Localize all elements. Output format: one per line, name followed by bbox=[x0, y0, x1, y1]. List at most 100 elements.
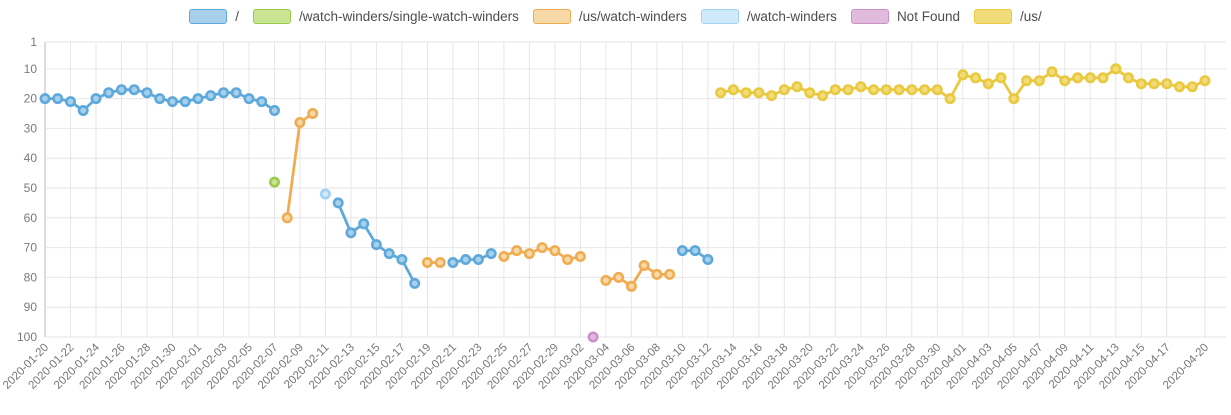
data-point-slash[interactable] bbox=[167, 96, 179, 108]
data-point-us[interactable] bbox=[957, 69, 969, 81]
data-point-us[interactable] bbox=[1123, 72, 1135, 84]
data-point-us-watch-winders[interactable] bbox=[638, 259, 650, 271]
data-point-slash[interactable] bbox=[77, 105, 89, 117]
data-point-slash[interactable] bbox=[90, 93, 102, 105]
legend-item-us-watch-winders[interactable]: /us/watch-winders bbox=[532, 9, 687, 24]
data-point-us[interactable] bbox=[931, 84, 943, 96]
data-point-us[interactable] bbox=[1097, 72, 1109, 84]
data-point-slash[interactable] bbox=[52, 93, 64, 105]
data-point-us-watch-winders[interactable] bbox=[549, 245, 561, 257]
data-point-us[interactable] bbox=[1174, 81, 1186, 93]
data-point-slash[interactable] bbox=[702, 254, 714, 266]
y-tick-label: 50 bbox=[24, 181, 38, 195]
data-point-us[interactable] bbox=[778, 84, 790, 96]
data-point-us[interactable] bbox=[1161, 78, 1173, 90]
data-point-us-watch-winders[interactable] bbox=[574, 251, 586, 263]
data-point-slash[interactable] bbox=[243, 93, 255, 105]
data-point-us[interactable] bbox=[880, 84, 892, 96]
data-point-slash[interactable] bbox=[345, 227, 357, 239]
data-point-slash[interactable] bbox=[65, 96, 77, 108]
data-point-us[interactable] bbox=[766, 90, 778, 102]
data-point-us[interactable] bbox=[753, 87, 765, 99]
data-point-us[interactable] bbox=[1072, 72, 1084, 84]
data-point-us[interactable] bbox=[919, 84, 931, 96]
data-point-slash[interactable] bbox=[103, 87, 115, 99]
data-point-us-watch-winders[interactable] bbox=[536, 242, 548, 254]
data-point-us[interactable] bbox=[727, 84, 739, 96]
data-point-slash[interactable] bbox=[472, 254, 484, 266]
data-point-slash[interactable] bbox=[676, 245, 688, 257]
data-point-slash[interactable] bbox=[192, 93, 204, 105]
data-point-slash[interactable] bbox=[460, 254, 472, 266]
data-point-us[interactable] bbox=[1199, 75, 1211, 87]
data-point-us[interactable] bbox=[715, 87, 727, 99]
data-point-slash[interactable] bbox=[154, 93, 166, 105]
data-point-us[interactable] bbox=[906, 84, 918, 96]
data-point-us[interactable] bbox=[1135, 78, 1147, 90]
data-point-single-watch-winders[interactable] bbox=[268, 176, 280, 188]
data-point-us[interactable] bbox=[944, 93, 956, 105]
data-point-us[interactable] bbox=[1186, 81, 1198, 93]
data-point-us[interactable] bbox=[982, 78, 994, 90]
data-point-slash[interactable] bbox=[141, 87, 153, 99]
data-point-watch-winders[interactable] bbox=[319, 188, 331, 200]
data-point-slash[interactable] bbox=[268, 105, 280, 117]
data-point-us-watch-winders[interactable] bbox=[664, 268, 676, 280]
data-point-us[interactable] bbox=[817, 90, 829, 102]
data-point-us[interactable] bbox=[829, 84, 841, 96]
data-point-slash[interactable] bbox=[689, 245, 701, 257]
legend-item-slash[interactable]: / bbox=[189, 9, 239, 24]
data-point-us[interactable] bbox=[791, 81, 803, 93]
data-point-us[interactable] bbox=[1110, 63, 1122, 75]
data-point-us-watch-winders[interactable] bbox=[511, 245, 523, 257]
data-point-us-watch-winders[interactable] bbox=[562, 254, 574, 266]
data-point-slash[interactable] bbox=[128, 84, 140, 96]
data-point-us-watch-winders[interactable] bbox=[294, 117, 306, 129]
data-point-slash[interactable] bbox=[218, 87, 230, 99]
data-point-us-watch-winders[interactable] bbox=[613, 271, 625, 283]
data-point-slash[interactable] bbox=[116, 84, 128, 96]
legend-item-us[interactable]: /us/ bbox=[973, 9, 1042, 24]
data-point-not-found[interactable] bbox=[587, 331, 599, 343]
data-point-slash[interactable] bbox=[383, 248, 395, 260]
data-point-slash[interactable] bbox=[485, 248, 497, 260]
data-point-slash[interactable] bbox=[230, 87, 242, 99]
data-point-us-watch-winders[interactable] bbox=[600, 274, 612, 286]
data-point-slash[interactable] bbox=[447, 256, 459, 268]
data-point-us-watch-winders[interactable] bbox=[625, 280, 637, 292]
data-point-slash[interactable] bbox=[205, 90, 217, 102]
data-point-slash[interactable] bbox=[370, 239, 382, 251]
data-point-us[interactable] bbox=[893, 84, 905, 96]
data-point-us[interactable] bbox=[1046, 66, 1058, 78]
data-point-us-watch-winders[interactable] bbox=[523, 248, 535, 260]
data-point-us[interactable] bbox=[855, 81, 867, 93]
data-point-us-watch-winders[interactable] bbox=[498, 251, 510, 263]
data-point-us-watch-winders[interactable] bbox=[421, 256, 433, 268]
data-point-us[interactable] bbox=[995, 72, 1007, 84]
data-point-slash[interactable] bbox=[256, 96, 268, 108]
data-point-us[interactable] bbox=[804, 87, 816, 99]
data-point-us[interactable] bbox=[1033, 75, 1045, 87]
data-point-slash[interactable] bbox=[396, 254, 408, 266]
data-point-us-watch-winders[interactable] bbox=[307, 108, 319, 120]
legend-item-watch-winders[interactable]: /watch-winders bbox=[700, 9, 837, 24]
data-point-us-watch-winders[interactable] bbox=[434, 256, 446, 268]
data-point-slash[interactable] bbox=[39, 93, 51, 105]
data-point-slash[interactable] bbox=[409, 277, 421, 289]
legend-item-single-watch-winders[interactable]: /watch-winders/single-watch-winders bbox=[253, 9, 519, 24]
data-point-us[interactable] bbox=[969, 72, 981, 84]
data-point-us[interactable] bbox=[1084, 72, 1096, 84]
data-point-us-watch-winders[interactable] bbox=[281, 212, 293, 224]
data-point-us[interactable] bbox=[740, 87, 752, 99]
legend-item-not-found[interactable]: Not Found bbox=[850, 9, 960, 24]
data-point-us-watch-winders[interactable] bbox=[651, 268, 663, 280]
data-point-slash[interactable] bbox=[179, 96, 191, 108]
data-point-us[interactable] bbox=[868, 84, 880, 96]
data-point-us[interactable] bbox=[1059, 75, 1071, 87]
data-point-us[interactable] bbox=[1008, 93, 1020, 105]
data-point-us[interactable] bbox=[1020, 75, 1032, 87]
data-point-slash[interactable] bbox=[358, 218, 370, 230]
data-point-us[interactable] bbox=[842, 84, 854, 96]
data-point-us[interactable] bbox=[1148, 78, 1160, 90]
data-point-slash[interactable] bbox=[332, 197, 344, 209]
